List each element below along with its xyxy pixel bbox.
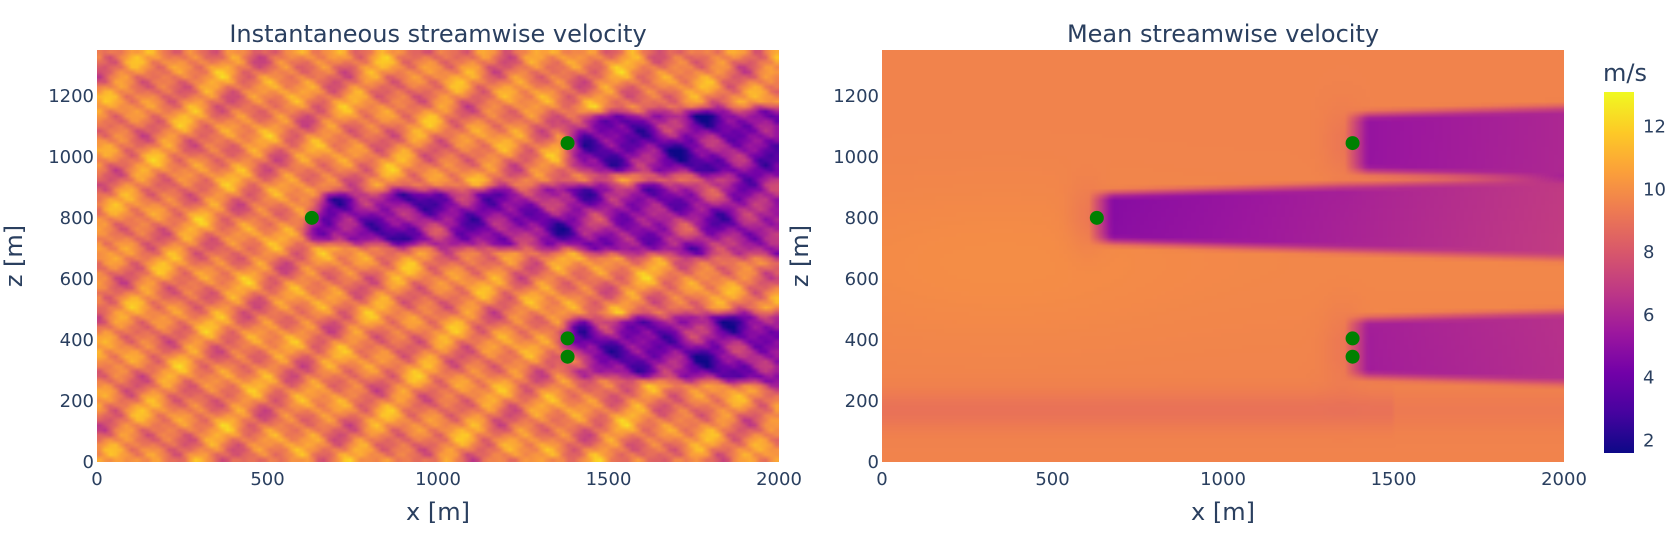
colorbar-title: m/s (1603, 59, 1647, 87)
y-tick-label: 600 (60, 269, 94, 290)
x-axis-title-mean: x [m] (1191, 498, 1255, 526)
colorbar-gradient (1604, 92, 1634, 453)
y-ticks-instantaneous: 0 200 400 600 800 1000 1200 (48, 86, 94, 473)
y-axis-title-mean: z [m] (786, 225, 814, 287)
y-tick-label: 200 (60, 391, 94, 412)
x-tick-label: 0 (91, 469, 102, 490)
x-tick-label: 1500 (1371, 469, 1417, 490)
turbine-marker (1345, 349, 1360, 364)
colorbar-ticks: 2 4 6 8 10 12 (1643, 117, 1666, 452)
x-axis-title-instantaneous: x [m] (406, 498, 470, 526)
panel-instantaneous: Instantaneous streamwise velocity 0 500 10… (0, 20, 802, 526)
turbine-marker (560, 349, 575, 364)
turbine-markers-mean (1089, 136, 1360, 364)
heatmap-instantaneous (97, 50, 779, 462)
colorbar-tick-label: 12 (1643, 117, 1666, 138)
heatmap-mean (882, 50, 1564, 462)
y-tick-label: 200 (845, 391, 879, 412)
x-tick-label: 500 (1035, 469, 1069, 490)
y-tick-label: 800 (60, 208, 94, 229)
colorbar-tick-label: 4 (1643, 368, 1654, 389)
y-tick-label: 600 (845, 269, 879, 290)
turbine-marker (560, 331, 575, 346)
x-tick-label: 1500 (586, 469, 632, 490)
colorbar: m/s 2 4 6 8 10 12 (1603, 59, 1666, 453)
x-ticks-instantaneous: 0 500 1000 1500 2000 (91, 469, 802, 490)
y-tick-label: 400 (60, 330, 94, 351)
y-ticks-mean: 0 200 400 600 800 1000 1200 (833, 86, 879, 473)
panel-mean: Mean streamwise velocity 0 500 1000 1500 200… (786, 20, 1587, 526)
x-ticks-mean: 0 500 1000 1500 2000 (876, 469, 1587, 490)
panel-title-mean: Mean streamwise velocity (1067, 20, 1379, 48)
x-tick-label: 500 (250, 469, 284, 490)
turbine-marker (1089, 210, 1104, 225)
colorbar-tick-label: 6 (1643, 305, 1654, 326)
x-tick-label: 2000 (1541, 469, 1587, 490)
panel-title-instantaneous: Instantaneous streamwise velocity (229, 20, 646, 48)
colorbar-tick-label: 10 (1643, 179, 1666, 200)
y-tick-label: 0 (83, 452, 94, 473)
x-tick-label: 2000 (756, 469, 802, 490)
x-tick-label: 0 (876, 469, 887, 490)
y-tick-label: 800 (845, 208, 879, 229)
colorbar-tick-label: 8 (1643, 242, 1654, 263)
y-tick-label: 1200 (48, 86, 94, 107)
y-tick-label: 1200 (833, 86, 879, 107)
turbine-marker (1345, 136, 1360, 151)
y-tick-label: 1000 (48, 147, 94, 168)
turbine-marker (304, 210, 319, 225)
y-axis-title-instantaneous: z [m] (0, 225, 28, 287)
x-tick-label: 1000 (1200, 469, 1246, 490)
turbine-marker (560, 136, 575, 151)
turbine-marker (1345, 331, 1360, 346)
y-tick-label: 0 (868, 452, 879, 473)
x-tick-label: 1000 (415, 469, 461, 490)
turbine-markers-instantaneous (304, 136, 575, 364)
y-tick-label: 400 (845, 330, 879, 351)
colorbar-tick-label: 2 (1643, 430, 1654, 451)
y-tick-label: 1000 (833, 147, 879, 168)
